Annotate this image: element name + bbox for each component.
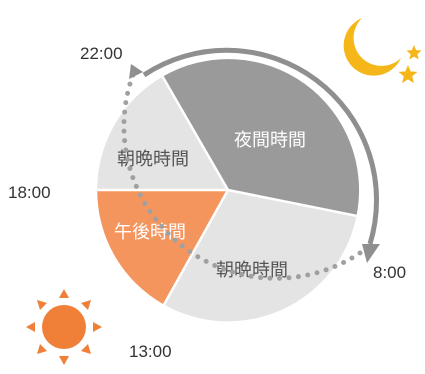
segment-separators [97,75,357,306]
time-label-1800: 18:00 [8,183,51,202]
segment-morning-evening-upper [97,76,228,190]
day-period-dotted-arc [121,69,363,281]
night-period-arrow [142,47,379,245]
day-arrow-head-icon [129,64,143,79]
segment-label-night: 夜間時間 [234,130,306,151]
segment-night [162,59,360,216]
time-label-0800: 8:00 [373,263,406,282]
time-label-1300: 13:00 [129,342,172,361]
segment-afternoon [97,190,228,305]
time-label-2200: 22:00 [80,44,123,63]
segment-label-afternoon: 午後時間 [114,222,186,243]
night-arrow-head-icon [362,244,380,263]
sun-icon [26,289,102,365]
moon-and-stars-icon [343,18,422,84]
segment-label-morning-upper: 朝晩時間 [117,149,189,170]
segment-morning-evening-lower [164,190,357,322]
